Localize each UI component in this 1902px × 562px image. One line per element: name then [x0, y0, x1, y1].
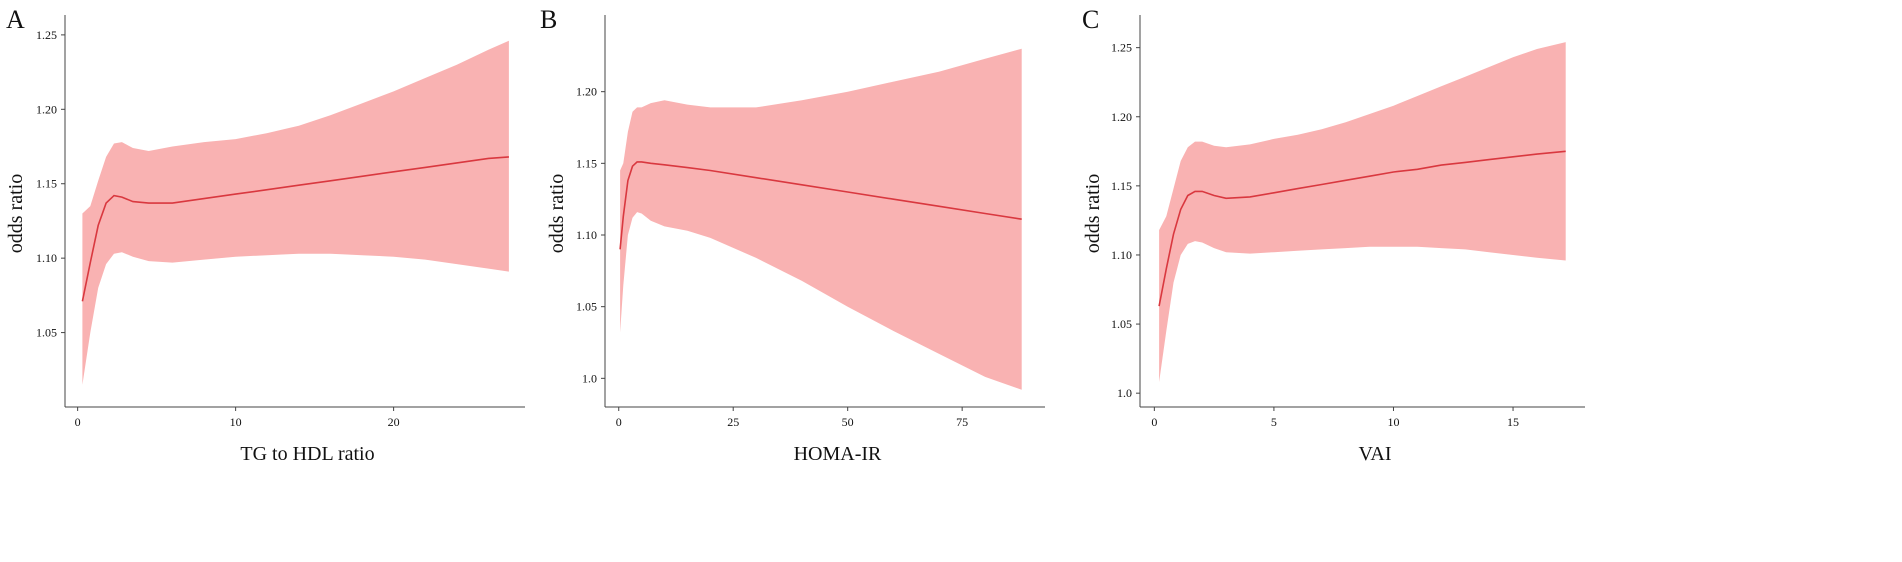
y-tick-label: 1.15	[36, 177, 57, 191]
y-tick-label: 1.25	[1111, 41, 1132, 55]
panel-letter: A	[6, 5, 25, 34]
x-tick-label: 75	[956, 415, 968, 429]
x-tick-label: 0	[1151, 415, 1157, 429]
y-tick-label: 1.05	[576, 300, 597, 314]
confidence-band	[1159, 42, 1566, 383]
panel-c: C 1.0 1.05 1.10 1.15 1.20 1.25 0 5 10 15 odds ratio…	[1082, 5, 1585, 465]
y-axis-title: odds ratio	[1082, 174, 1104, 253]
y-tick-label: 1.10	[1111, 248, 1132, 262]
panel-b: B 1.0 1.05 1.10 1.15 1.20 0 25 50 75 odds ratio HOM…	[540, 5, 1045, 465]
y-tick-label: 1.20	[36, 102, 57, 116]
x-tick-label: 10	[230, 415, 242, 429]
y-tick-label: 1.0	[582, 371, 597, 385]
x-tick-label: 50	[842, 415, 854, 429]
x-axis-title: TG to HDL ratio	[240, 443, 374, 465]
x-tick-label: 10	[1387, 415, 1399, 429]
y-tick-label: 1.10	[576, 228, 597, 242]
odds-ratio-line	[1158, 150, 1566, 307]
y-tick-label: 1.25	[36, 28, 57, 42]
panel-letter: C	[1082, 5, 1099, 34]
y-tick-label: 1.10	[36, 251, 57, 265]
x-tick-label: 5	[1271, 415, 1277, 429]
y-tick-label: 1.20	[576, 85, 597, 99]
panel-a: A 1.05 1.10 1.15 1.20 1.25 0 10 20 odds ratio TG t…	[5, 5, 525, 465]
y-axis-title: odds ratio	[5, 174, 27, 253]
odds-ratio-line	[81, 156, 509, 302]
x-tick-label: 0	[616, 415, 622, 429]
x-tick-label: 20	[388, 415, 400, 429]
x-axis-title: VAI	[1359, 443, 1392, 465]
x-tick-label: 15	[1507, 415, 1519, 429]
y-tick-label: 1.20	[1111, 110, 1132, 124]
x-axis-title: HOMA-IR	[794, 443, 882, 465]
y-tick-label: 1.15	[576, 156, 597, 170]
confidence-band	[620, 48, 1022, 390]
odds-ratio-line	[619, 161, 1022, 250]
x-tick-label: 0	[75, 415, 81, 429]
y-axis-title: odds ratio	[546, 174, 568, 253]
panel-letter: B	[540, 5, 557, 34]
y-tick-label: 1.0	[1117, 386, 1132, 400]
x-tick-label: 25	[727, 415, 739, 429]
confidence-band	[82, 40, 509, 385]
y-tick-label: 1.05	[1111, 317, 1132, 331]
y-tick-label: 1.15	[1111, 179, 1132, 193]
y-tick-label: 1.05	[36, 326, 57, 340]
